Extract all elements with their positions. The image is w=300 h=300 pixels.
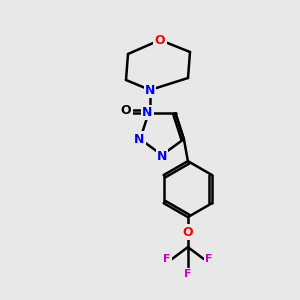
Text: N: N: [142, 106, 153, 119]
Text: N: N: [145, 83, 155, 97]
Text: O: O: [121, 103, 131, 116]
Text: F: F: [205, 254, 213, 264]
Text: N: N: [134, 133, 144, 146]
Text: N: N: [157, 149, 167, 163]
Text: O: O: [183, 226, 193, 238]
Text: F: F: [163, 254, 171, 264]
Text: F: F: [184, 269, 192, 279]
Text: O: O: [155, 34, 165, 46]
